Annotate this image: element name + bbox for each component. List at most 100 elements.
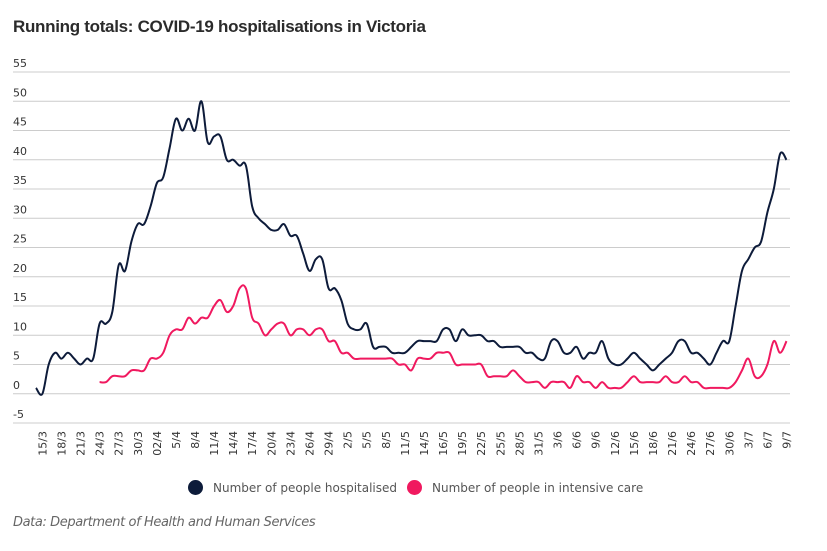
data-point-hospitalised[interactable]	[141, 221, 147, 227]
data-point-intensive-care[interactable]	[116, 373, 122, 379]
data-point-intensive-care[interactable]	[332, 338, 338, 344]
data-point-intensive-care[interactable]	[574, 373, 580, 379]
data-point-hospitalised[interactable]	[771, 186, 777, 192]
data-point-intensive-care[interactable]	[453, 362, 459, 368]
data-point-hospitalised[interactable]	[396, 350, 402, 356]
data-point-intensive-care[interactable]	[224, 309, 230, 315]
data-point-intensive-care[interactable]	[720, 385, 726, 391]
data-point-hospitalised[interactable]	[71, 356, 77, 362]
data-point-intensive-care[interactable]	[593, 385, 599, 391]
data-point-hospitalised[interactable]	[192, 128, 198, 134]
data-point-hospitalised[interactable]	[485, 338, 491, 344]
data-point-hospitalised[interactable]	[415, 338, 421, 344]
data-point-intensive-care[interactable]	[764, 362, 770, 368]
data-point-hospitalised[interactable]	[97, 321, 103, 327]
data-point-intensive-care[interactable]	[745, 356, 751, 362]
data-point-hospitalised[interactable]	[154, 180, 160, 186]
data-point-intensive-care[interactable]	[726, 385, 732, 391]
data-point-intensive-care[interactable]	[262, 332, 268, 338]
data-point-intensive-care[interactable]	[217, 297, 223, 303]
data-point-intensive-care[interactable]	[478, 362, 484, 368]
data-point-hospitalised[interactable]	[217, 133, 223, 139]
data-point-hospitalised[interactable]	[186, 116, 192, 122]
data-point-intensive-care[interactable]	[714, 385, 720, 391]
data-point-hospitalised[interactable]	[268, 227, 274, 233]
data-point-hospitalised[interactable]	[656, 362, 662, 368]
data-point-hospitalised[interactable]	[523, 350, 529, 356]
data-point-intensive-care[interactable]	[173, 326, 179, 332]
data-point-hospitalised[interactable]	[739, 268, 745, 274]
data-point-intensive-care[interactable]	[567, 385, 573, 391]
data-point-hospitalised[interactable]	[605, 356, 611, 362]
data-point-intensive-care[interactable]	[364, 356, 370, 362]
data-point-hospitalised[interactable]	[128, 239, 134, 245]
data-point-hospitalised[interactable]	[319, 256, 325, 262]
data-point-intensive-care[interactable]	[440, 350, 446, 356]
data-point-intensive-care[interactable]	[561, 379, 567, 385]
data-point-intensive-care[interactable]	[752, 373, 758, 379]
data-point-intensive-care[interactable]	[694, 379, 700, 385]
data-point-hospitalised[interactable]	[262, 221, 268, 227]
data-point-hospitalised[interactable]	[459, 326, 465, 332]
data-point-hospitalised[interactable]	[52, 350, 58, 356]
legend-item-intensive-care[interactable]: Number of people in intensive care	[407, 480, 643, 495]
data-point-intensive-care[interactable]	[618, 385, 624, 391]
data-point-hospitalised[interactable]	[345, 321, 351, 327]
data-point-hospitalised[interactable]	[637, 356, 643, 362]
data-point-intensive-care[interactable]	[555, 379, 561, 385]
data-point-intensive-care[interactable]	[294, 326, 300, 332]
data-point-hospitalised[interactable]	[465, 332, 471, 338]
data-point-hospitalised[interactable]	[548, 338, 554, 344]
data-point-intensive-care[interactable]	[256, 321, 262, 327]
data-point-hospitalised[interactable]	[580, 356, 586, 362]
data-point-intensive-care[interactable]	[663, 373, 669, 379]
data-point-hospitalised[interactable]	[408, 344, 414, 350]
data-point-hospitalised[interactable]	[275, 227, 281, 233]
data-point-hospitalised[interactable]	[491, 338, 497, 344]
data-point-hospitalised[interactable]	[211, 133, 217, 139]
data-point-intensive-care[interactable]	[370, 356, 376, 362]
data-point-intensive-care[interactable]	[351, 356, 357, 362]
data-point-intensive-care[interactable]	[771, 338, 777, 344]
data-point-hospitalised[interactable]	[160, 174, 166, 180]
data-point-intensive-care[interactable]	[784, 338, 790, 344]
data-point-intensive-care[interactable]	[109, 373, 115, 379]
data-point-intensive-care[interactable]	[516, 373, 522, 379]
data-point-hospitalised[interactable]	[84, 356, 90, 362]
data-point-intensive-care[interactable]	[535, 379, 541, 385]
data-point-intensive-care[interactable]	[427, 356, 433, 362]
data-point-hospitalised[interactable]	[574, 344, 580, 350]
data-point-intensive-care[interactable]	[656, 379, 662, 385]
data-point-intensive-care[interactable]	[421, 356, 427, 362]
legend-item-hospitalised[interactable]: Number of people hospitalised	[188, 480, 397, 495]
data-point-hospitalised[interactable]	[205, 139, 211, 145]
data-point-intensive-care[interactable]	[186, 315, 192, 321]
data-point-hospitalised[interactable]	[135, 221, 141, 227]
data-point-hospitalised[interactable]	[167, 145, 173, 151]
data-point-hospitalised[interactable]	[593, 350, 599, 356]
data-point-intensive-care[interactable]	[739, 367, 745, 373]
data-point-intensive-care[interactable]	[249, 315, 255, 321]
data-point-intensive-care[interactable]	[122, 373, 128, 379]
data-point-hospitalised[interactable]	[306, 268, 312, 274]
data-point-hospitalised[interactable]	[663, 356, 669, 362]
data-point-hospitalised[interactable]	[529, 350, 535, 356]
data-point-hospitalised[interactable]	[535, 356, 541, 362]
data-point-hospitalised[interactable]	[440, 326, 446, 332]
data-point-hospitalised[interactable]	[688, 350, 694, 356]
data-point-hospitalised[interactable]	[313, 256, 319, 262]
data-point-intensive-care[interactable]	[192, 321, 198, 327]
data-point-hospitalised[interactable]	[504, 344, 510, 350]
data-point-intensive-care[interactable]	[669, 379, 675, 385]
data-point-hospitalised[interactable]	[357, 326, 363, 332]
data-point-intensive-care[interactable]	[682, 373, 688, 379]
data-point-hospitalised[interactable]	[618, 362, 624, 368]
data-point-intensive-care[interactable]	[688, 379, 694, 385]
data-point-intensive-care[interactable]	[167, 332, 173, 338]
data-point-intensive-care[interactable]	[510, 367, 516, 373]
data-point-intensive-care[interactable]	[733, 379, 739, 385]
data-point-intensive-care[interactable]	[275, 321, 281, 327]
data-point-hospitalised[interactable]	[122, 268, 128, 274]
data-point-intensive-care[interactable]	[135, 367, 141, 373]
data-point-intensive-care[interactable]	[376, 356, 382, 362]
